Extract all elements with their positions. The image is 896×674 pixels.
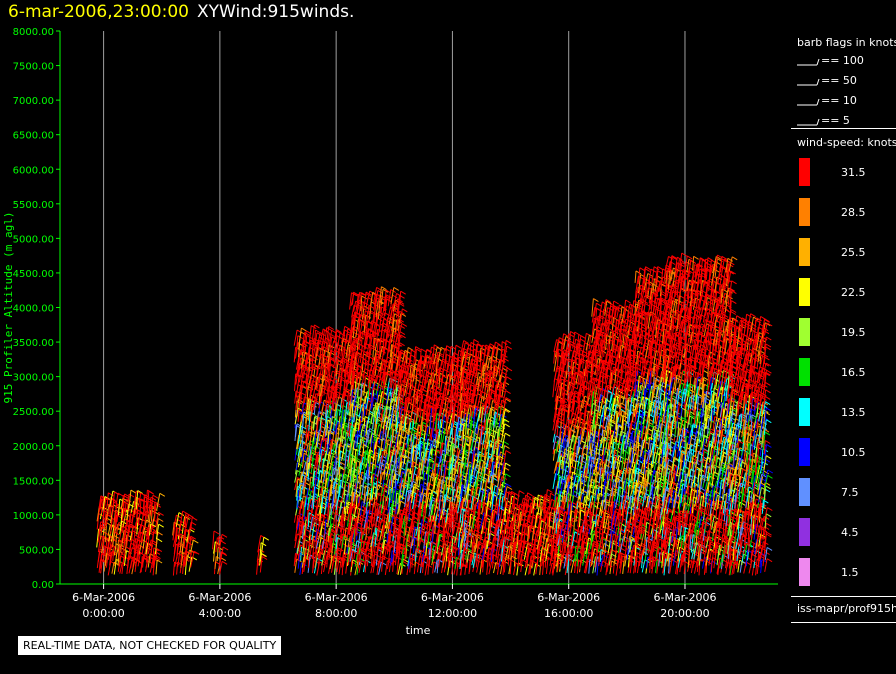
wind-barb-column <box>96 489 166 576</box>
x-tick-date: 6-Mar-2006 <box>305 591 368 604</box>
flags-legend-title: barb flags in knots <box>797 36 896 49</box>
flag-legend-row: == 50 <box>797 74 857 87</box>
wind-barb-column <box>172 510 200 576</box>
speed-color-label: 1.5 <box>841 566 859 579</box>
wind-barb-column <box>662 252 738 576</box>
flag-legend-row: == 10 <box>797 94 857 107</box>
speed-color-swatch <box>799 438 810 466</box>
wind-barb-column <box>348 286 408 576</box>
speed-color-swatch <box>799 478 810 506</box>
y-tick-label: 0.00 <box>32 580 54 591</box>
y-tick-label: 500.00 <box>19 545 54 556</box>
wind-barb-column <box>726 311 774 576</box>
speed-color-swatch <box>799 238 810 266</box>
wind-barb-column <box>459 338 513 576</box>
y-tick-label: 6500.00 <box>13 131 54 142</box>
y-tick-label: 8000.00 <box>13 27 54 38</box>
wind-barb-column <box>293 324 360 576</box>
y-tick-label: 4000.00 <box>13 304 54 315</box>
flag-legend-label: == 100 <box>821 54 864 67</box>
wind-barb-column <box>590 298 643 576</box>
flag-legend-row: == 5 <box>797 114 850 127</box>
speed-color-label: 22.5 <box>841 286 866 299</box>
flag-legend-label: == 5 <box>821 114 850 127</box>
speed-color-label: 25.5 <box>841 246 866 259</box>
x-tick-date: 6-Mar-2006 <box>421 591 484 604</box>
quality-notice: REAL-TIME DATA, NOT CHECKED FOR QUALITY <box>18 636 282 655</box>
x-tick-time: 12:00:00 <box>428 607 477 620</box>
barb-sample-icon <box>797 118 820 126</box>
x-tick-date: 6-Mar-2006 <box>653 591 716 604</box>
y-tick-label: 1000.00 <box>13 511 54 522</box>
speed-color-label: 10.5 <box>841 446 866 459</box>
y-tick-label: 4500.00 <box>13 269 54 280</box>
y-tick-label: 7000.00 <box>13 96 54 107</box>
speed-color-label: 7.5 <box>841 486 859 499</box>
y-tick-label: 7500.00 <box>13 62 54 73</box>
x-tick-date: 6-Mar-2006 <box>537 591 600 604</box>
speed-color-label: 16.5 <box>841 366 866 379</box>
y-tick-label: 6000.00 <box>13 165 54 176</box>
y-tick-label: 5000.00 <box>13 234 54 245</box>
legend-divider-bottom <box>791 596 896 597</box>
y-tick-label: 3500.00 <box>13 338 54 349</box>
y-tick-label: 2500.00 <box>13 407 54 418</box>
speed-color-swatch <box>799 278 810 306</box>
speed-color-swatch <box>799 358 810 386</box>
x-tick-time: 0:00:00 <box>82 607 124 620</box>
flag-legend-label: == 50 <box>821 74 857 87</box>
speed-color-label: 19.5 <box>841 326 866 339</box>
chart-title: 6-mar-2006,23:00:00 XYWind:915winds. <box>8 2 354 22</box>
speed-color-swatch <box>799 198 810 226</box>
x-axis-label: time <box>406 624 431 637</box>
flag-legend-row: == 100 <box>797 54 864 67</box>
x-tick-time: 16:00:00 <box>544 607 593 620</box>
barb-sample-icon <box>797 78 820 86</box>
x-tick-time: 20:00:00 <box>660 607 709 620</box>
wind-barb-column <box>633 266 674 574</box>
y-tick-label: 5500.00 <box>13 200 54 211</box>
barb-sample-icon <box>797 98 820 106</box>
title-name: XYWind:915winds. <box>196 2 355 22</box>
title-timestamp: 6-mar-2006,23:00:00 <box>8 2 189 22</box>
speed-color-label: 13.5 <box>841 406 866 419</box>
legend-panel: barb flags in knots == 100 == 50 == 10 == 5… <box>791 30 896 660</box>
flag-legend-label: == 10 <box>821 94 857 107</box>
speed-color-swatch <box>799 158 810 186</box>
speed-color-swatch <box>799 558 810 586</box>
wind-profile-plot: 0.00 500.00 1000.00 1500.00 2000.00 2500.00 30… <box>2 27 778 637</box>
barb-sample-icon <box>797 58 820 66</box>
speed-color-label: 31.5 <box>841 166 866 179</box>
x-tick-date: 6-Mar-2006 <box>188 591 251 604</box>
wind-barb-column <box>256 534 270 575</box>
y-tick-label: 1500.00 <box>13 476 54 487</box>
speed-color-swatch <box>799 518 810 546</box>
x-tick-date: 6-Mar-2006 <box>72 591 135 604</box>
speed-color-swatch <box>799 398 810 426</box>
legend-divider <box>791 128 896 129</box>
speed-color-label: 28.5 <box>841 206 866 219</box>
legend-divider-source <box>791 622 896 623</box>
speed-legend-title: wind-speed: knots <box>797 136 896 149</box>
speed-color-label: 4.5 <box>841 526 859 539</box>
y-axis-label: 915 Profiler Altitude (m agl) <box>2 211 15 403</box>
wind-barb-column <box>212 530 229 575</box>
x-tick-time: 4:00:00 <box>199 607 241 620</box>
y-tick-label: 3000.00 <box>13 373 54 384</box>
y-tick-label: 2000.00 <box>13 442 54 453</box>
speed-color-swatch <box>799 318 810 346</box>
x-tick-time: 8:00:00 <box>315 607 357 620</box>
wind-barb-column <box>398 344 471 576</box>
data-source-label: iss-mapr/prof915h <box>797 602 896 615</box>
